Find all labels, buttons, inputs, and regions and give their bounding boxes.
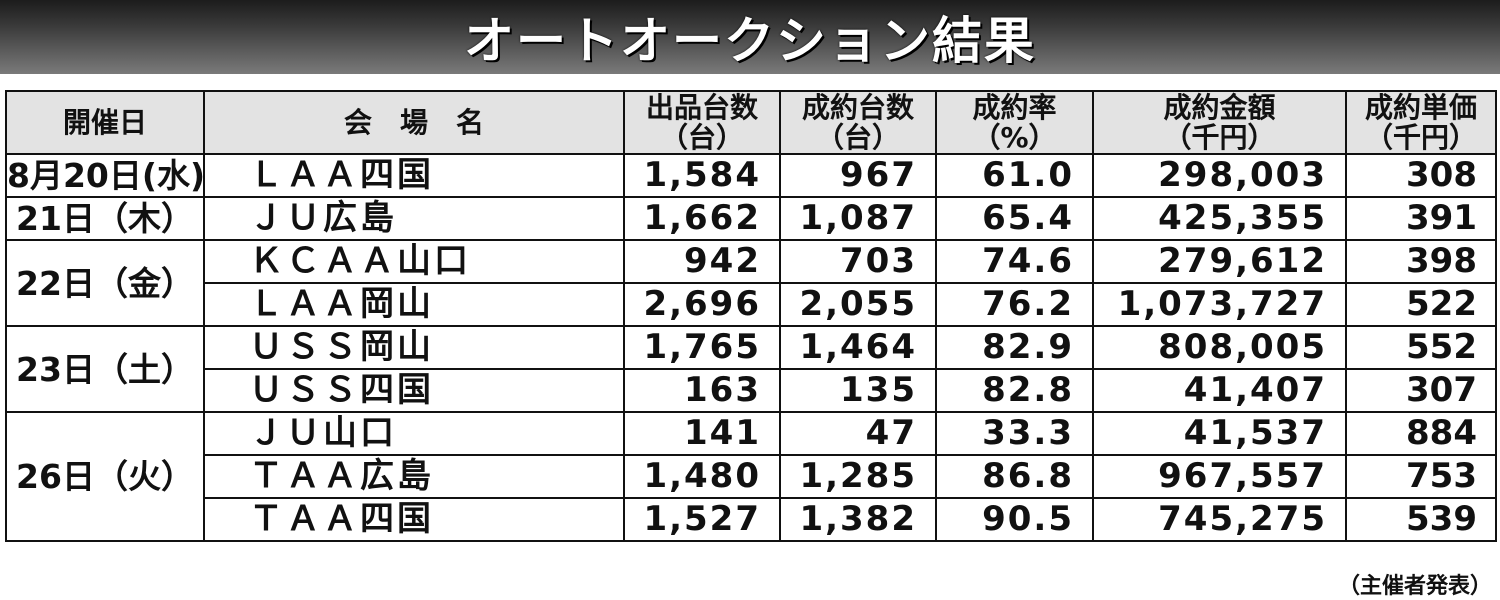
date-cell: 23日（土） bbox=[5, 325, 205, 413]
sold-cell: 135 bbox=[779, 368, 937, 413]
unit-price-cell: 522 bbox=[1345, 282, 1497, 327]
sold-cell: 2,055 bbox=[779, 282, 937, 327]
listed-cell: 1,527 bbox=[623, 497, 781, 542]
venue-cell: ＬＡＡ岡山 bbox=[203, 282, 625, 327]
amount-cell: 808,005 bbox=[1092, 325, 1347, 370]
unit-price-cell: 539 bbox=[1345, 497, 1497, 542]
amount-cell: 425,355 bbox=[1092, 196, 1347, 241]
title-banner: オートオークション結果 bbox=[0, 0, 1500, 74]
header-venue: 会 場 名 bbox=[203, 90, 625, 155]
venue-cell: ＴＡＡ四国 bbox=[203, 497, 625, 542]
listed-cell: 141 bbox=[623, 411, 781, 456]
amount-cell: 745,275 bbox=[1092, 497, 1347, 542]
rate-cell: 86.8 bbox=[935, 454, 1094, 499]
source-note: （主催者発表） bbox=[1337, 574, 1492, 599]
header-unit-price: 成約単価 （千円） bbox=[1345, 90, 1497, 155]
venue-cell: ＵＳＳ岡山 bbox=[203, 325, 625, 370]
unit-price-cell: 552 bbox=[1345, 325, 1497, 370]
amount-cell: 967,557 bbox=[1092, 454, 1347, 499]
sold-cell: 967 bbox=[779, 153, 937, 198]
venue-cell: ＪＵ広島 bbox=[203, 196, 625, 241]
table-row: 26日（火） ＪＵ山口 141 47 33.3 41,537 884 bbox=[5, 411, 1497, 542]
venue-cell: ＫＣＡＡ山口 bbox=[203, 239, 625, 284]
listed-cell: 163 bbox=[623, 368, 781, 413]
date-cell: 26日（火） bbox=[5, 411, 205, 542]
rate-cell: 61.0 bbox=[935, 153, 1094, 198]
sold-cell: 703 bbox=[779, 239, 937, 284]
table-row: 22日（金） ＫＣＡＡ山口 942 703 74.6 279,612 398 bbox=[5, 239, 1497, 327]
listed-cell: 1,480 bbox=[623, 454, 781, 499]
table-row: ＴＡＡ四国 1,527 1,382 90.5 745,275 539 bbox=[6, 497, 1497, 542]
unit-price-cell: 307 bbox=[1345, 368, 1497, 413]
amount-cell: 41,407 bbox=[1092, 368, 1347, 413]
header-amount: 成約金額 （千円） bbox=[1092, 90, 1347, 155]
date-cell: 8月20日(水) bbox=[5, 153, 205, 198]
amount-cell: 1,073,727 bbox=[1092, 282, 1347, 327]
table-row: ＴＡＡ広島 1,480 1,285 86.8 967,557 753 bbox=[6, 454, 1497, 499]
venue-cell: ＴＡＡ広島 bbox=[203, 454, 625, 499]
header-row: 開催日 会 場 名 出品台数 （台） 成約台数 （台） 成約率 （%） 成約金額 （千円… bbox=[5, 90, 1497, 155]
amount-cell: 279,612 bbox=[1092, 239, 1347, 284]
rate-cell: 76.2 bbox=[935, 282, 1094, 327]
amount-cell: 298,003 bbox=[1092, 153, 1347, 198]
sold-cell: 1,464 bbox=[779, 325, 937, 370]
rate-cell: 74.6 bbox=[935, 239, 1094, 284]
unit-price-cell: 308 bbox=[1345, 153, 1497, 198]
listed-cell: 2,696 bbox=[623, 282, 781, 327]
venue-cell: ＬＡＡ四国 bbox=[203, 153, 625, 198]
rate-cell: 65.4 bbox=[935, 196, 1094, 241]
table-row: 23日（土） ＵＳＳ岡山 1,765 1,464 82.9 808,005 55… bbox=[5, 325, 1497, 413]
page-title: オートオークション結果 bbox=[464, 12, 1036, 70]
auction-results-table: 開催日 会 場 名 出品台数 （台） 成約台数 （台） 成約率 （%） 成約金額 （千円… bbox=[5, 90, 1497, 542]
date-cell: 21日（木） bbox=[5, 196, 205, 241]
unit-price-cell: 753 bbox=[1345, 454, 1497, 499]
listed-cell: 1,584 bbox=[623, 153, 781, 198]
date-cell: 22日（金） bbox=[5, 239, 205, 327]
table-row: ＵＳＳ四国 163 135 82.8 41,407 307 bbox=[6, 368, 1497, 413]
table-row: ＬＡＡ岡山 2,696 2,055 76.2 1,073,727 522 bbox=[6, 282, 1497, 327]
listed-cell: 1,765 bbox=[623, 325, 781, 370]
sold-cell: 1,087 bbox=[779, 196, 937, 241]
table-row: 8月20日(水) ＬＡＡ四国 1,584 967 61.0 298,003 30… bbox=[5, 153, 1497, 198]
venue-cell: ＵＳＳ四国 bbox=[203, 368, 625, 413]
header-sold: 成約台数 （台） bbox=[779, 90, 937, 155]
header-listed: 出品台数 （台） bbox=[623, 90, 781, 155]
sold-cell: 1,382 bbox=[779, 497, 937, 542]
rate-cell: 90.5 bbox=[935, 497, 1094, 542]
unit-price-cell: 398 bbox=[1345, 239, 1497, 284]
unit-price-cell: 884 bbox=[1345, 411, 1497, 456]
table-row: 21日（木） ＪＵ広島 1,662 1,087 65.4 425,355 391 bbox=[5, 196, 1497, 241]
amount-cell: 41,537 bbox=[1092, 411, 1347, 456]
header-rate: 成約率 （%） bbox=[935, 90, 1094, 155]
rate-cell: 82.8 bbox=[935, 368, 1094, 413]
sold-cell: 1,285 bbox=[779, 454, 937, 499]
rate-cell: 82.9 bbox=[935, 325, 1094, 370]
venue-cell: ＪＵ山口 bbox=[203, 411, 625, 456]
listed-cell: 942 bbox=[623, 239, 781, 284]
unit-price-cell: 391 bbox=[1345, 196, 1497, 241]
listed-cell: 1,662 bbox=[623, 196, 781, 241]
rate-cell: 33.3 bbox=[935, 411, 1094, 456]
header-date: 開催日 bbox=[5, 90, 205, 155]
sold-cell: 47 bbox=[779, 411, 937, 456]
